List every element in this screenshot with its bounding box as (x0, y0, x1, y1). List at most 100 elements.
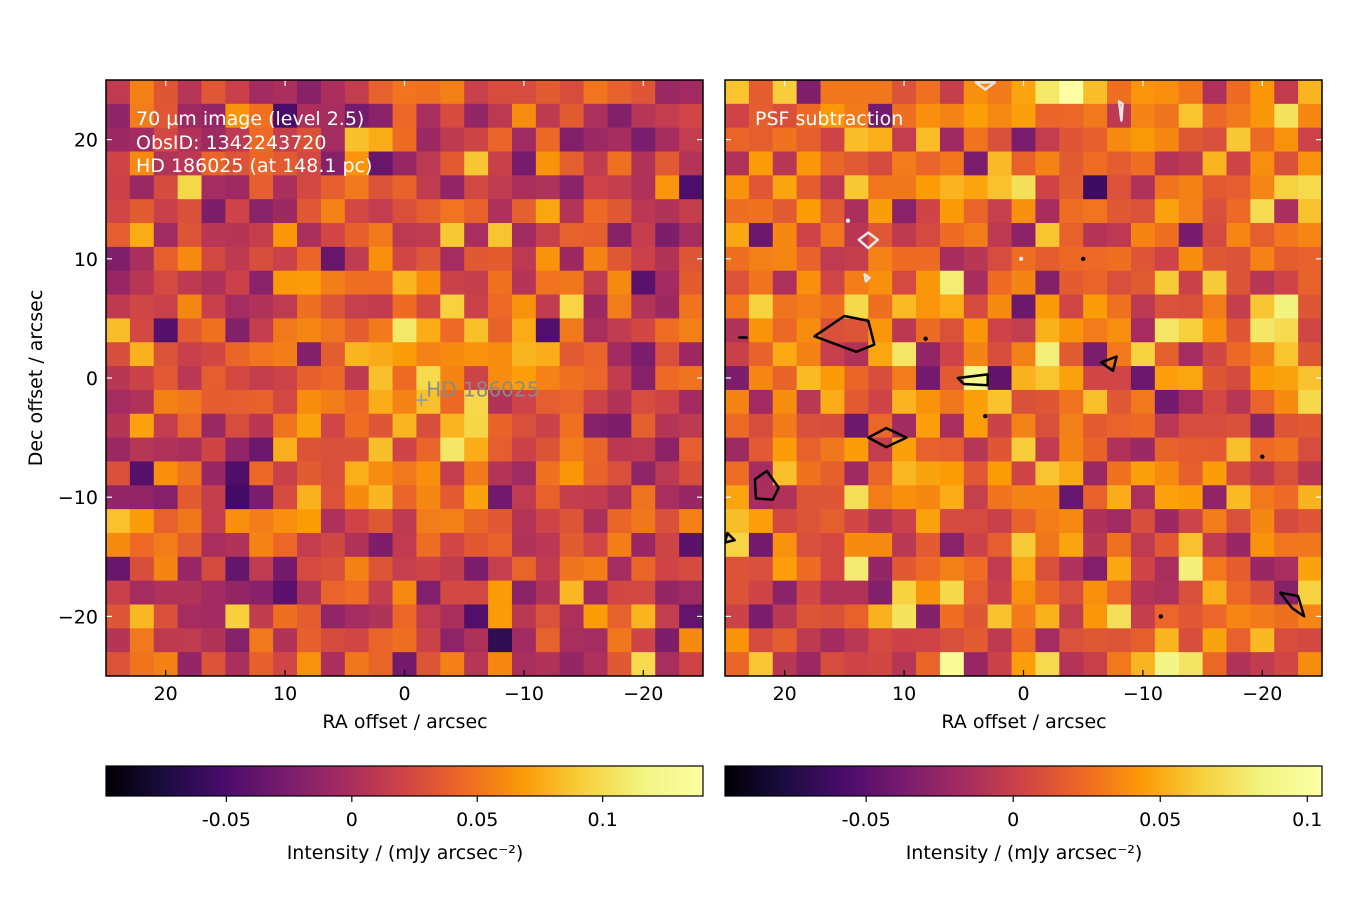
heatmap-cell (464, 294, 489, 319)
heatmap-cell (1250, 652, 1275, 676)
heatmap-cell (464, 461, 489, 486)
heatmap-cell (464, 437, 489, 463)
heatmap-cell (320, 532, 346, 558)
heatmap-cell (820, 246, 845, 272)
heatmap-cell (892, 246, 917, 272)
heatmap-cell (344, 532, 370, 558)
heatmap-cell (1226, 318, 1251, 343)
heatmap-cell (416, 652, 441, 676)
heatmap-cell (1011, 151, 1037, 176)
heatmap-cell (1035, 509, 1060, 534)
colorbar-tick-label: 0 (1007, 809, 1019, 831)
heatmap-cell (844, 437, 869, 463)
heatmap-cell (153, 580, 179, 606)
heatmap-cell (320, 389, 346, 415)
heatmap-cell (892, 556, 917, 582)
heatmap-cell (583, 127, 609, 153)
heatmap-cell (1274, 270, 1299, 296)
heatmap-cell (249, 103, 274, 129)
heatmap-cell (631, 413, 656, 439)
heatmap-cell (464, 628, 489, 653)
heatmap-cell (416, 532, 441, 558)
heatmap-cell (273, 294, 298, 319)
heatmap-cell (440, 342, 465, 367)
heatmap-cell (583, 628, 609, 653)
heatmap-cell (892, 532, 917, 558)
heatmap-cell (939, 270, 965, 296)
heatmap-cell (1130, 485, 1156, 510)
heatmap-cell (535, 580, 561, 606)
heatmap-cell (1178, 485, 1204, 510)
heatmap-cell (106, 223, 131, 248)
heatmap-cell (153, 532, 179, 558)
heatmap-cell (511, 580, 537, 606)
heatmap-cell (344, 389, 370, 415)
heatmap-cell (679, 580, 703, 606)
heatmap-cell (368, 80, 394, 105)
colorbar-tick-label: -0.05 (202, 809, 251, 831)
heatmap-cell (1035, 294, 1060, 319)
heatmap-cell (820, 366, 845, 391)
heatmap-cell (1059, 413, 1084, 439)
heatmap-cell (963, 318, 989, 343)
heatmap-cell (820, 151, 845, 176)
heatmap-cell (1083, 604, 1108, 629)
heatmap-cell (106, 556, 131, 582)
heatmap-cell (1154, 199, 1180, 224)
heatmap-cell (511, 270, 537, 296)
heatmap-cell (177, 437, 203, 463)
heatmap-cell (1274, 80, 1299, 105)
heatmap-cell (488, 437, 513, 463)
heatmap-cell (844, 318, 869, 343)
heatmap-cell (939, 532, 965, 558)
heatmap-cell (1083, 318, 1108, 343)
heatmap-cell (1154, 604, 1180, 629)
heatmap-cell (249, 389, 274, 415)
heatmap-cell (488, 580, 513, 606)
heatmap-cell (249, 151, 274, 176)
heatmap-cell (511, 461, 537, 486)
heatmap-cell (225, 461, 250, 486)
heatmap-cell (416, 509, 441, 534)
heatmap-cell (344, 223, 370, 248)
heatmap-cell (1154, 437, 1180, 463)
heatmap-cell (1202, 532, 1228, 558)
heatmap-cell (416, 270, 441, 296)
heatmap-cell (844, 366, 869, 391)
heatmap-cell (297, 413, 322, 439)
heatmap-cell (1274, 294, 1299, 319)
heatmap-cell (607, 270, 632, 296)
heatmap-cell (1107, 127, 1132, 153)
right-colorbar: -0.05 0 0.05 0.1 Intensity / (mJy arcsec⁻²) (724, 765, 1323, 864)
heatmap-cell (1107, 175, 1132, 200)
heatmap-cell (1130, 652, 1156, 676)
heatmap-cell (153, 127, 179, 153)
heatmap-cell (1274, 127, 1299, 153)
heatmap-cell (1154, 318, 1180, 343)
heatmap-cell (963, 127, 989, 153)
heatmap-cell (939, 556, 965, 582)
white-contour-dot (845, 218, 851, 223)
heatmap-cell (488, 628, 513, 653)
heatmap-cell (1298, 580, 1322, 606)
heatmap-cell (916, 485, 941, 510)
heatmap-cell (273, 223, 298, 248)
heatmap-cell (273, 413, 298, 439)
heatmap-cell (559, 175, 585, 200)
heatmap-cell (583, 270, 609, 296)
heatmap-cell (1226, 103, 1251, 129)
heatmap-cell (963, 532, 989, 558)
heatmap-cell (748, 366, 774, 391)
heatmap-cell (535, 461, 561, 486)
heatmap-cell (631, 270, 656, 296)
heatmap-cell (1250, 175, 1275, 200)
heatmap-cell (392, 652, 418, 676)
heatmap-cell (440, 509, 465, 534)
heatmap-cell (868, 556, 893, 582)
heatmap-cell (201, 652, 226, 676)
y-tick-label: 20 (74, 130, 98, 152)
heatmap-cell (725, 151, 750, 176)
heatmap-cell (631, 485, 656, 510)
heatmap-cell (1298, 532, 1322, 558)
